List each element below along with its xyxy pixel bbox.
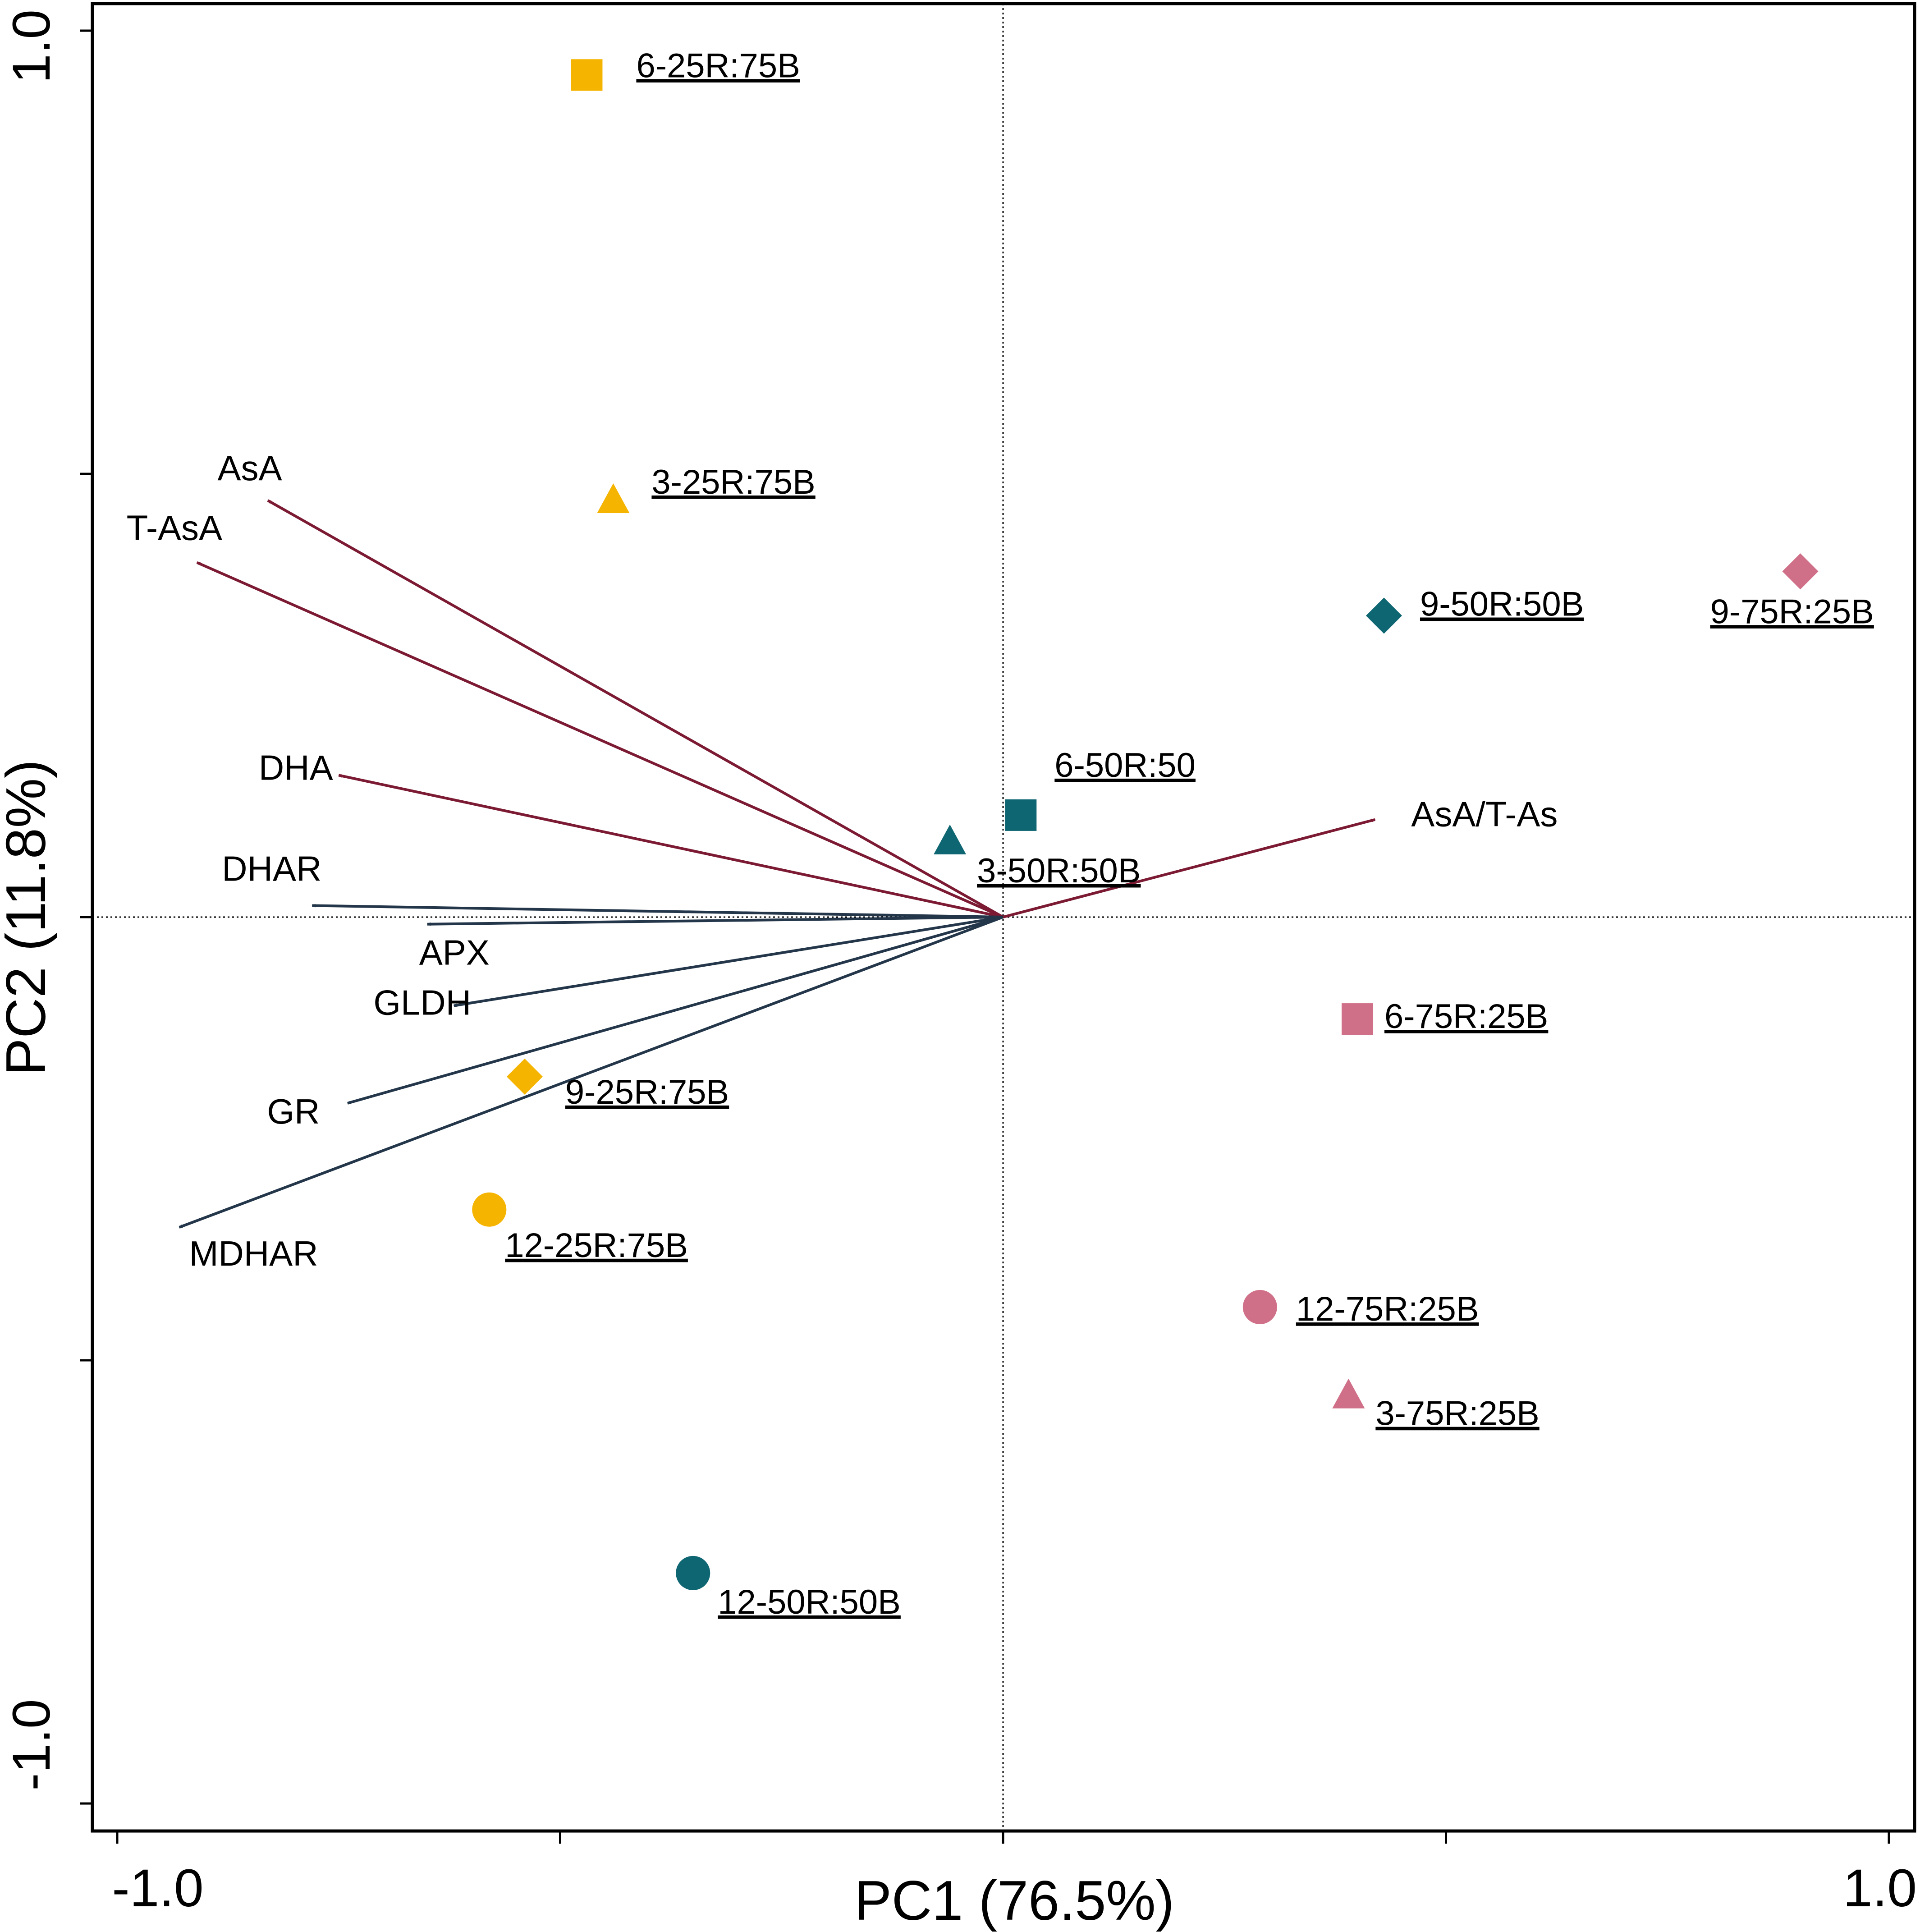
point-3-50r-50b: [934, 824, 967, 854]
vector-dha: [338, 774, 1004, 918]
point-6-75r-25b: [1342, 1003, 1373, 1035]
vector-label-t-asa: T-AsA: [127, 508, 222, 548]
point-6-50r-50: [1005, 799, 1037, 831]
y-tick-label: -1.0: [2, 1699, 61, 1790]
vector-label-asa-t-as: AsA/T-As: [1411, 794, 1558, 834]
point-label-6-75r-25b: 6-75R:25B: [1384, 997, 1548, 1036]
point-label-9-75r-25b: 9-75R:25B: [1710, 592, 1874, 631]
vector-label-mdhar: MDHAR: [189, 1234, 318, 1273]
vector-t-asa: [196, 561, 1004, 918]
point-12-25r-75b: [472, 1192, 507, 1227]
vector-asa-t-as: [1003, 818, 1376, 918]
x-tick-label: 1.0: [1843, 1859, 1917, 1918]
point-label-6-50r-50: 6-50R:50: [1054, 746, 1196, 785]
point-9-75r-25b: [1782, 553, 1819, 590]
point-3-25r-75b: [597, 483, 630, 513]
tick-labels: -1.0 1.0 -1.0 1.0: [2, 9, 1917, 1918]
point-6-25r-75b: [571, 59, 603, 91]
point-label-12-75r-25b: 12-75R:25B: [1296, 1290, 1479, 1328]
vector-apx: [426, 916, 1004, 926]
y-tick-label: 1.0: [2, 9, 61, 83]
point-3-75r-25b: [1332, 1378, 1365, 1409]
vector-label-dhar: DHAR: [222, 849, 321, 888]
point-label-9-50r-50b: 9-50R:50B: [1420, 585, 1584, 624]
point-label-12-25r-75b: 12-25R:75B: [505, 1226, 688, 1265]
loading-vectors: AsA T-AsA DHA AsA/T-As DHAR APX GLDH GR MDHAR: [127, 448, 1558, 1273]
axis-ticks: [80, 29, 1890, 1844]
point-9-25r-75b: [506, 1058, 543, 1095]
vector-asa: [267, 499, 1004, 918]
vector-mdhar: [179, 916, 1004, 1229]
vector-label-dha: DHA: [259, 748, 333, 787]
point-label-3-75r-25b: 3-75R:25B: [1375, 1395, 1539, 1433]
vector-dhar: [312, 904, 1004, 918]
x-tick-label: -1.0: [112, 1859, 203, 1918]
vector-gr: [347, 916, 1004, 1105]
sample-points: 6-25R:75B 3-25R:75B 9-25R:75B 12-25R:75B 6-5…: [472, 46, 1874, 1621]
vector-label-asa: AsA: [218, 448, 282, 488]
point-label-12-50r-50b: 12-50R:50B: [718, 1583, 901, 1621]
vector-label-apx: APX: [419, 933, 490, 973]
y-axis-title: PC2 (11.8%): [0, 760, 57, 1076]
x-axis-title: PC1 (76.5%): [854, 1870, 1174, 1932]
point-12-50r-50b: [676, 1556, 710, 1590]
point-label-9-25r-75b: 9-25R:75B: [565, 1073, 729, 1111]
point-12-75r-25b: [1242, 1290, 1277, 1325]
point-label-6-25r-75b: 6-25R:75B: [636, 46, 800, 85]
point-label-3-25r-75b: 3-25R:75B: [651, 463, 815, 501]
vector-label-gldh: GLDH: [373, 983, 471, 1023]
vector-gldh: [453, 916, 1004, 1007]
vector-label-gr: GR: [267, 1092, 320, 1131]
point-label-3-50r-50b: 3-50R:50B: [977, 852, 1141, 890]
point-9-50r-50b: [1366, 597, 1402, 634]
